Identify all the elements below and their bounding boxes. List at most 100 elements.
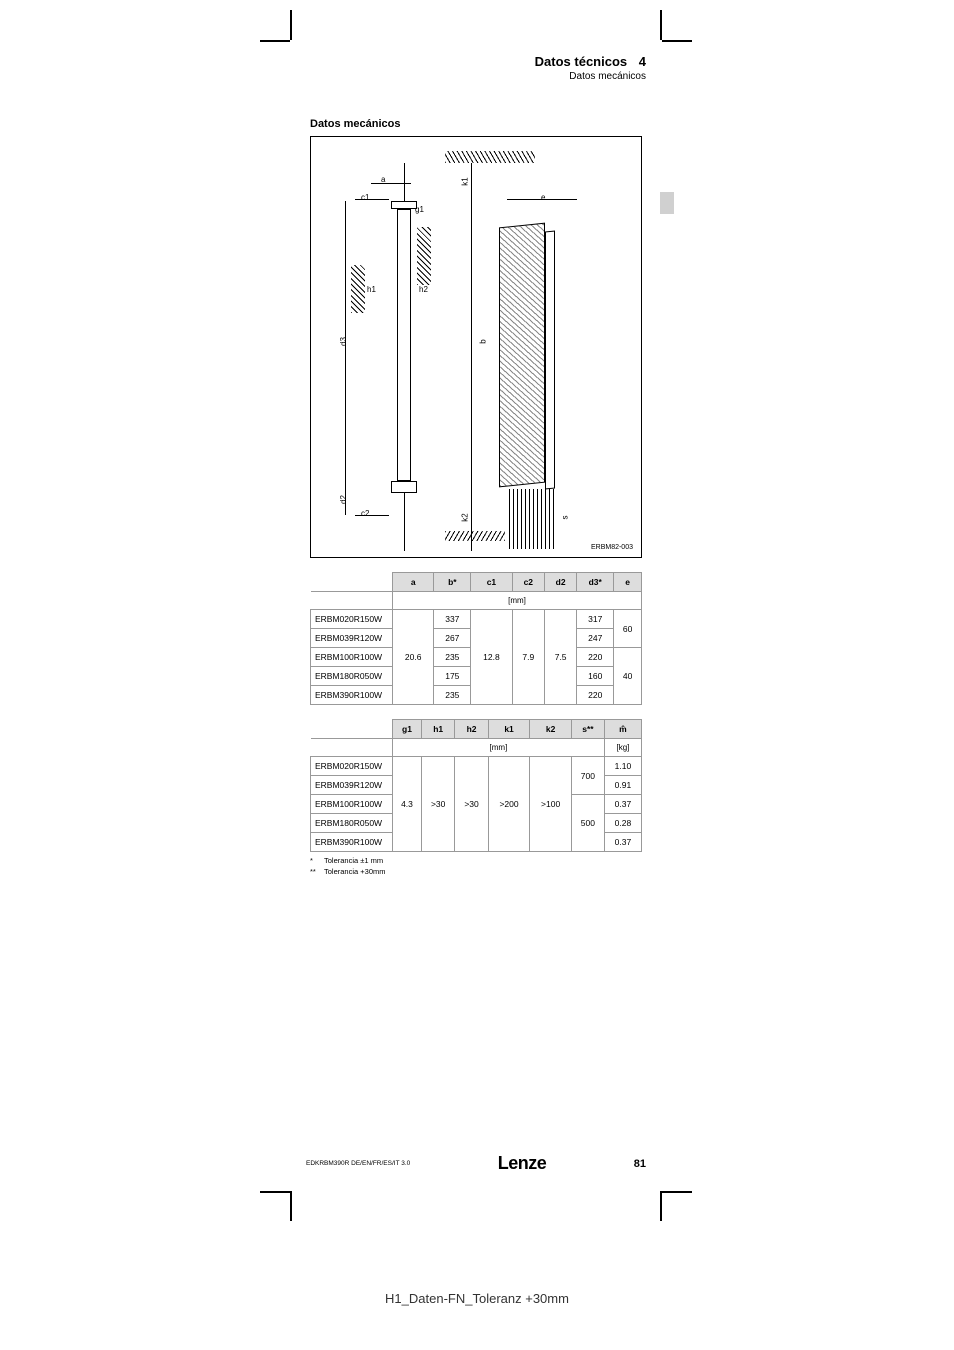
header-title-text: Datos técnicos (535, 54, 627, 69)
footnote-1: Tolerancia ±1 mm (324, 856, 383, 865)
crop-mark (260, 1191, 290, 1193)
section-title: Datos mecánicos (310, 118, 660, 130)
cell-d3: 160 (577, 667, 614, 686)
dim-g1: g1 (415, 205, 424, 214)
dim-line (355, 199, 389, 200)
cell-m: 1.10 (604, 757, 641, 776)
cell-h1: >30 (421, 757, 454, 852)
col-c1: c1 (471, 573, 512, 592)
crop-mark (660, 10, 662, 40)
crop-mark (290, 10, 292, 40)
doc-code: EDKRBM390R DE/EN/FR/ES/IT 3.0 (306, 1160, 410, 1167)
cell-m: 0.37 (604, 833, 641, 852)
cell-m: 0.28 (604, 814, 641, 833)
model-cell: ERBM020R150W (311, 757, 393, 776)
model-cell: ERBM039R120W (311, 629, 393, 648)
footnote-mark: * (310, 856, 324, 867)
col-e: e (614, 573, 642, 592)
dim-line (355, 515, 389, 516)
cell-s: 500 (571, 795, 604, 852)
cell-d3: 247 (577, 629, 614, 648)
panel-hatched (499, 223, 545, 488)
cell-e: 60 (614, 610, 642, 648)
unit-kg: [kg] (604, 739, 641, 757)
panel-side (545, 230, 555, 489)
dim-line (507, 199, 577, 200)
page-number: 81 (634, 1158, 646, 1170)
model-cell: ERBM180R050W (311, 667, 393, 686)
lead-wire (404, 493, 405, 551)
col-h2: h2 (455, 720, 488, 739)
cell-b: 235 (434, 648, 471, 667)
cell-m: 0.37 (604, 795, 641, 814)
col-s: s** (571, 720, 604, 739)
center-line (471, 163, 472, 551)
resistor-bottom-cap (391, 481, 417, 493)
cell-k1: >200 (488, 757, 530, 852)
cell-c2: 7.9 (512, 610, 544, 705)
crop-mark (662, 40, 692, 42)
crop-mark (662, 1191, 692, 1193)
cell-h2: >30 (455, 757, 488, 852)
col-b: b* (434, 573, 471, 592)
model-cell: ERBM390R100W (311, 833, 393, 852)
col-m: m̂ (604, 720, 641, 739)
model-cell: ERBM100R100W (311, 648, 393, 667)
hatch-h2 (417, 227, 431, 285)
unit-mm: [mm] (393, 739, 605, 757)
dim-d2: d2 (339, 495, 348, 504)
footnote-mark: ** (310, 867, 324, 878)
footnotes: *Tolerancia ±1 mm **Tolerancia +30mm (310, 856, 642, 877)
page-content: Datos técnicos 4 Datos mecánicos Datos m… (292, 42, 660, 1190)
col-d3: d3* (577, 573, 614, 592)
chapter-number: 4 (639, 54, 646, 69)
dim-h2: h2 (419, 285, 428, 294)
col-g1: g1 (393, 720, 422, 739)
dim-line (371, 183, 411, 184)
page-footer: EDKRBM390R DE/EN/FR/ES/IT 3.0 Lenze 81 (292, 1153, 660, 1174)
footnote-2: Tolerancia +30mm (324, 867, 386, 876)
model-cell: ERBM100R100W (311, 795, 393, 814)
unit-row: [mm] (311, 592, 642, 610)
dimensions-table-2: g1 h1 h2 k1 k2 s** m̂ [mm] [kg] ERBM020R… (310, 719, 642, 852)
cell-s: 700 (571, 757, 604, 795)
lenze-logo: Lenze (498, 1153, 547, 1174)
dim-s: s (561, 516, 570, 520)
resistor-top-cap (391, 201, 417, 209)
cell-d2: 7.5 (544, 610, 576, 705)
cell-b: 175 (434, 667, 471, 686)
model-cell: ERBM020R150W (311, 610, 393, 629)
table-row: ERBM020R150W 4.3 >30 >30 >200 >100 700 1… (311, 757, 642, 776)
cell-b: 337 (434, 610, 471, 629)
cell-b: 267 (434, 629, 471, 648)
dimensions-table-1: a b* c1 c2 d2 d3* e [mm] ERBM020R150W 20… (310, 572, 642, 705)
col-c2: c2 (512, 573, 544, 592)
col-d2: d2 (544, 573, 576, 592)
crop-mark (260, 40, 290, 42)
col-h1: h1 (421, 720, 454, 739)
crop-mark (290, 1191, 292, 1221)
dim-b: b (479, 339, 488, 343)
mechanical-diagram: a c1 g1 k1 e h1 h2 d3 b d2 c2 k2 s ERBM8… (310, 136, 642, 558)
model-cell: ERBM039R120W (311, 776, 393, 795)
cell-d3: 220 (577, 686, 614, 705)
dim-h1: h1 (367, 285, 376, 294)
cell-e: 40 (614, 648, 642, 705)
cell-b: 235 (434, 686, 471, 705)
ceiling-hatch (445, 151, 535, 163)
floor-hatch (445, 531, 505, 541)
model-cell: ERBM390R100W (311, 686, 393, 705)
dim-k1: k1 (461, 177, 470, 185)
cell-c1: 12.8 (471, 610, 512, 705)
dim-k2: k2 (461, 513, 470, 521)
lead-wire (404, 163, 405, 201)
col-k1: k1 (488, 720, 530, 739)
dim-c2: c2 (361, 509, 369, 518)
unit-mm: [mm] (393, 592, 642, 610)
cell-d3: 220 (577, 648, 614, 667)
table-row: ERBM020R150W 20.6 337 12.8 7.9 7.5 317 6… (311, 610, 642, 629)
diagram-code: ERBM82-003 (591, 544, 633, 551)
dim-d3: d3 (339, 337, 348, 346)
col-k2: k2 (530, 720, 572, 739)
side-tab (660, 192, 674, 214)
